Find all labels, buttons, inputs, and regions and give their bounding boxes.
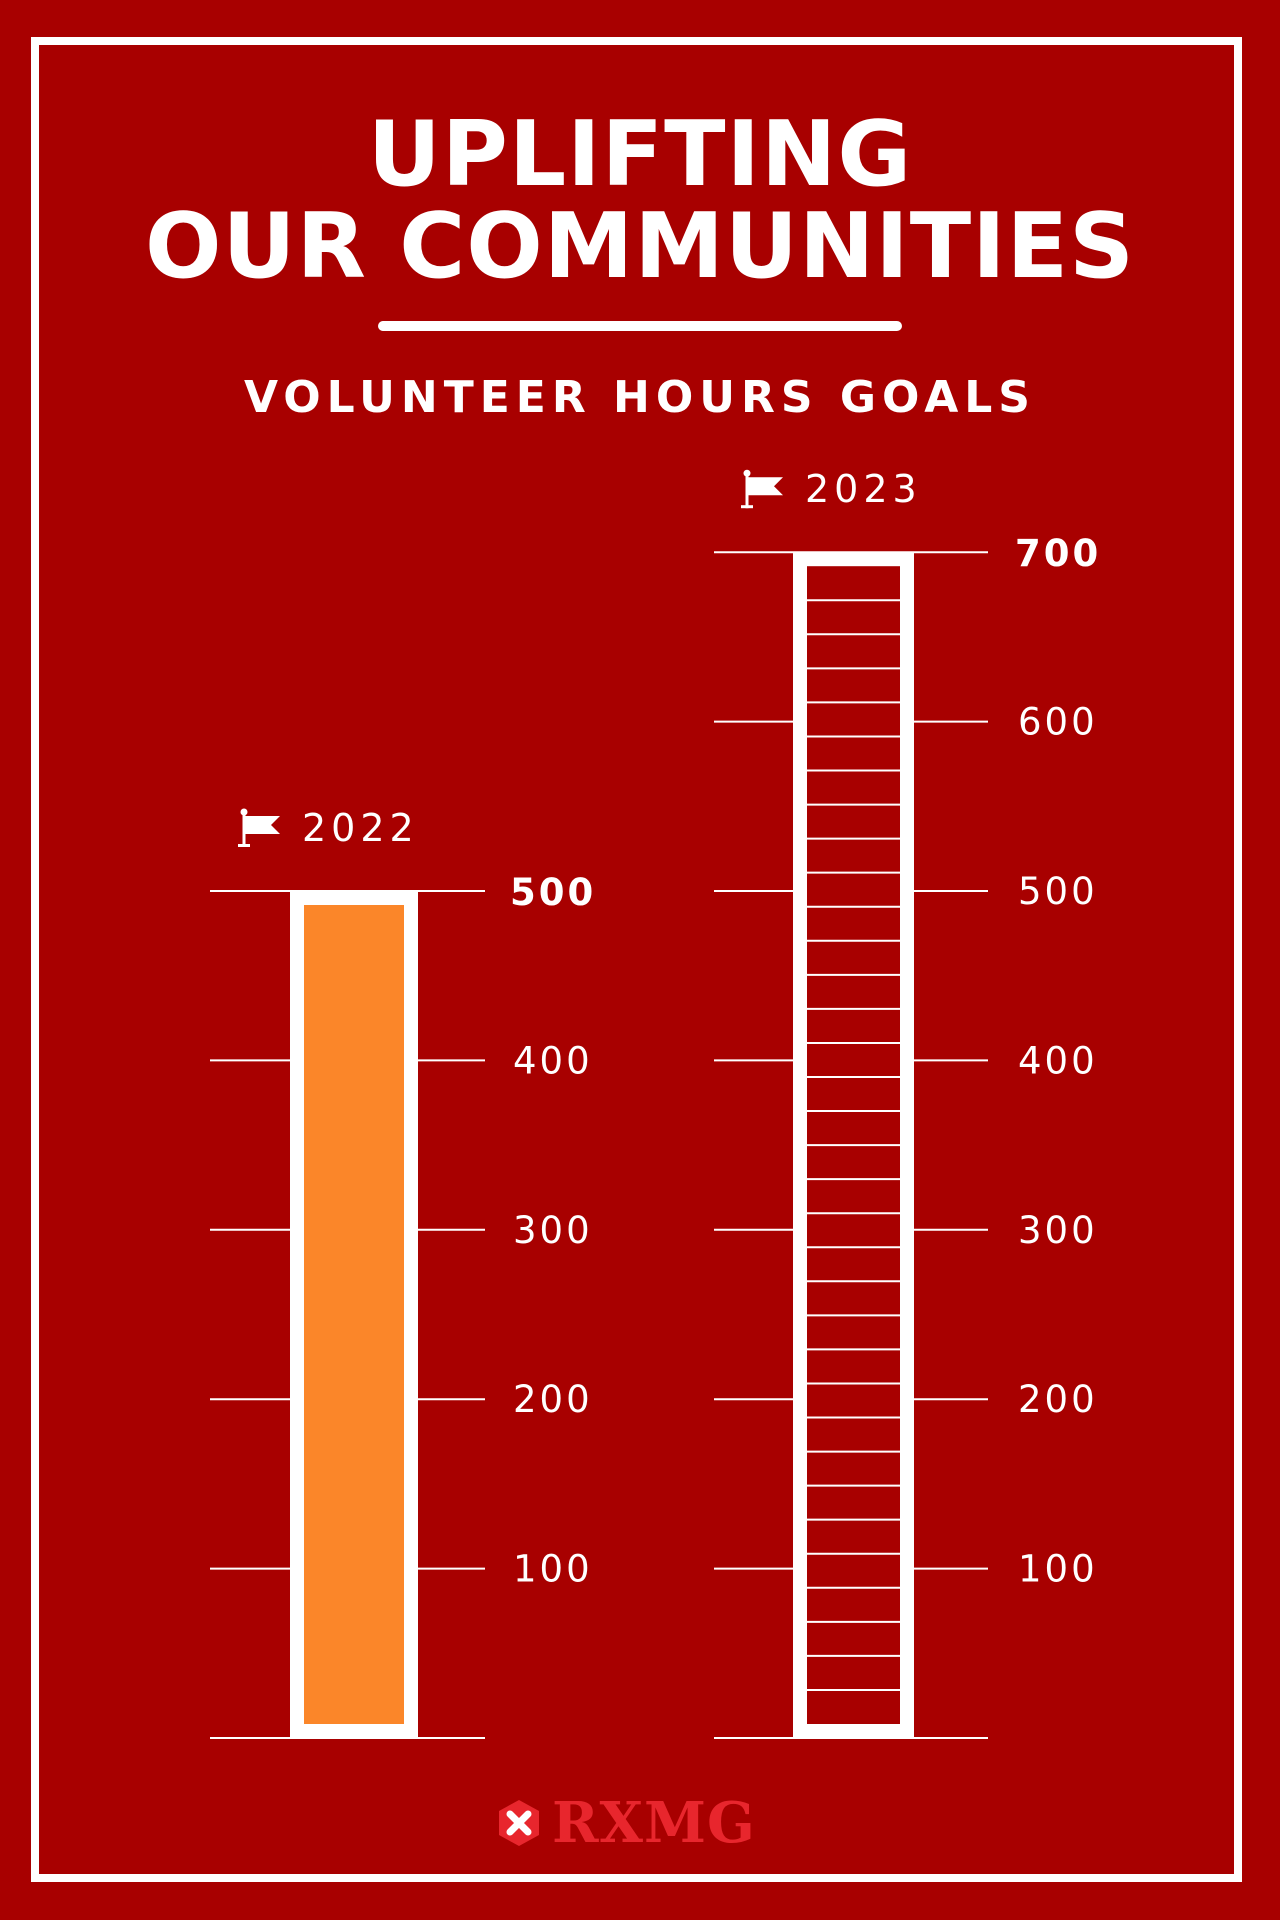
tick-label-2023-400: 400 xyxy=(1018,1039,1098,1082)
fill-bar-2022 xyxy=(304,905,404,1724)
year-label-2023: 2023 xyxy=(805,467,922,511)
title-divider xyxy=(378,321,902,331)
goal-label-2022: 500 xyxy=(510,871,596,914)
tick-label-2022-200: 200 xyxy=(513,1378,593,1421)
tick-label-2023-200: 200 xyxy=(1018,1378,1098,1421)
year-label-2022: 2022 xyxy=(302,806,419,850)
tick-label-2023-500: 500 xyxy=(1018,870,1098,913)
logo-x-icon xyxy=(499,1800,539,1846)
tick-label-2023-600: 600 xyxy=(1018,701,1098,744)
flag-icon xyxy=(238,808,280,847)
tube-outline-2023 xyxy=(793,552,914,1739)
page-frame xyxy=(31,37,1242,1882)
tick-label-2023-300: 300 xyxy=(1018,1209,1098,1252)
tick-label-2022-400: 400 xyxy=(513,1039,593,1082)
goal-label-2023: 700 xyxy=(1015,532,1101,575)
page-title-line-2: OUR COMMUNITIES xyxy=(145,194,1135,299)
page-title-line-1: UPLIFTING xyxy=(367,102,913,207)
logo-text: RXMG xyxy=(552,1790,756,1856)
tick-label-2022-100: 100 xyxy=(513,1548,593,1591)
company-logo: RXMG xyxy=(490,1792,790,1854)
tick-label-2022-300: 300 xyxy=(513,1209,593,1252)
chart-subtitle: VOLUNTEER HOURS GOALS xyxy=(244,372,1036,423)
tick-label-2023-100: 100 xyxy=(1018,1548,1098,1591)
flag-icon xyxy=(741,469,783,509)
tube-outline-2022 xyxy=(290,891,418,1738)
